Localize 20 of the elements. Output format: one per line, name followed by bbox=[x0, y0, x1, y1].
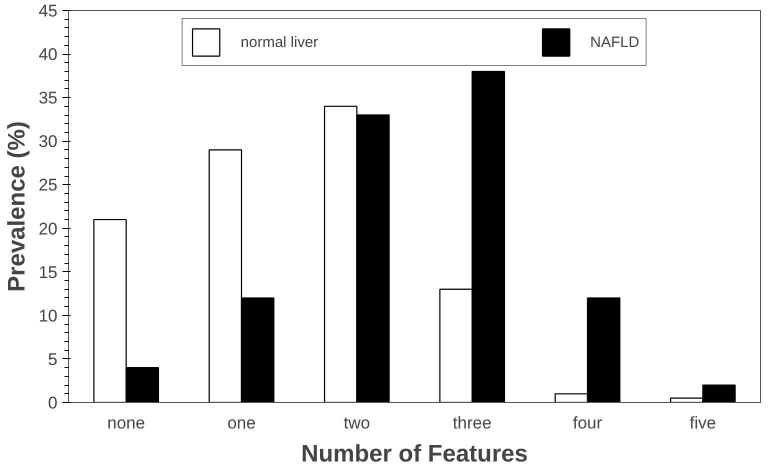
y-tick-label: 5 bbox=[48, 350, 58, 369]
x-tick-label: four bbox=[572, 414, 602, 432]
x-tick-label: one bbox=[227, 414, 256, 432]
x-axis-title: Number of Features bbox=[301, 440, 528, 468]
x-tick-label: five bbox=[690, 414, 716, 432]
legend-label: NAFLD bbox=[590, 34, 640, 50]
y-tick-label: 20 bbox=[38, 219, 58, 238]
x-tick-label: none bbox=[107, 414, 146, 432]
x-tick-label: two bbox=[344, 414, 370, 432]
x-tick-label: three bbox=[452, 414, 492, 432]
y-axis-title: Prevalence (%) bbox=[4, 121, 31, 292]
y-tick-label: 40 bbox=[38, 45, 58, 64]
y-tick-label: 45 bbox=[38, 2, 58, 20]
legend-label: normal liver bbox=[240, 34, 318, 50]
y-tick-label: 15 bbox=[38, 262, 58, 282]
y-tick-label: 10 bbox=[38, 306, 58, 326]
y-tick-label: 35 bbox=[38, 88, 58, 108]
y-tick-label: 30 bbox=[38, 132, 58, 152]
y-tick-label: 25 bbox=[38, 176, 58, 195]
y-tick-label: 0 bbox=[48, 394, 58, 412]
